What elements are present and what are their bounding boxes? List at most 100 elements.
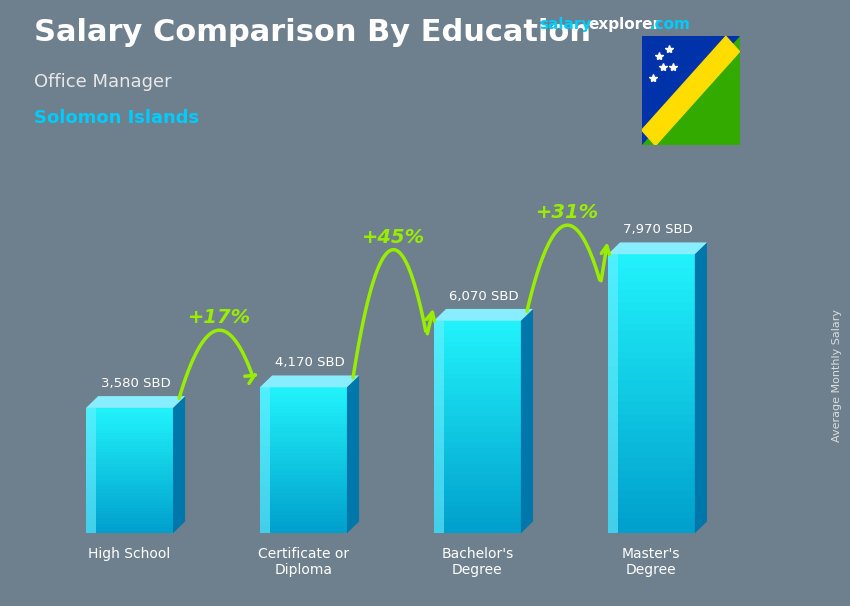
Polygon shape <box>86 396 185 408</box>
Bar <box>608 414 694 422</box>
Bar <box>434 506 521 512</box>
Bar <box>260 485 347 490</box>
Bar <box>86 420 173 424</box>
Bar <box>434 389 521 395</box>
Bar <box>86 508 173 511</box>
Bar <box>434 321 445 533</box>
Bar <box>434 527 521 533</box>
Polygon shape <box>173 396 185 533</box>
Bar <box>260 453 347 457</box>
Bar <box>260 409 347 413</box>
Bar <box>260 435 347 438</box>
Bar <box>260 445 347 449</box>
Bar <box>434 517 521 522</box>
Bar <box>434 358 521 363</box>
Bar <box>260 529 347 533</box>
Bar <box>86 411 173 414</box>
Bar <box>608 323 694 331</box>
Bar <box>434 490 521 496</box>
Polygon shape <box>347 376 359 533</box>
Text: +31%: +31% <box>536 203 599 222</box>
Bar <box>260 471 347 475</box>
Polygon shape <box>260 376 359 387</box>
Bar <box>608 456 694 464</box>
Bar <box>434 496 521 501</box>
Bar <box>434 373 521 379</box>
Bar <box>86 442 173 445</box>
Bar <box>608 351 694 359</box>
Bar <box>86 423 173 427</box>
Text: .com: .com <box>649 17 690 32</box>
Bar <box>434 474 521 480</box>
Bar <box>260 518 347 522</box>
Bar <box>608 338 694 345</box>
Bar <box>86 467 173 471</box>
Bar <box>260 482 347 486</box>
Bar <box>434 400 521 406</box>
Bar <box>86 433 173 436</box>
Polygon shape <box>608 242 707 255</box>
Bar <box>434 458 521 464</box>
Bar <box>86 480 173 483</box>
Bar <box>608 365 694 373</box>
Bar <box>86 492 173 496</box>
Bar <box>608 428 694 436</box>
Bar <box>86 486 173 490</box>
Bar <box>260 438 347 442</box>
Bar <box>608 491 694 498</box>
Bar <box>260 522 347 526</box>
Bar <box>608 407 694 415</box>
Bar <box>260 402 347 405</box>
Bar <box>434 427 521 432</box>
Bar <box>86 408 173 411</box>
Bar <box>86 470 173 474</box>
Bar <box>86 518 173 521</box>
Text: +17%: +17% <box>188 308 251 327</box>
Bar <box>434 464 521 470</box>
Text: +45%: +45% <box>362 227 425 247</box>
Bar <box>260 511 347 515</box>
Bar <box>260 413 347 416</box>
Text: Office Manager: Office Manager <box>34 73 172 91</box>
Bar <box>608 275 694 282</box>
Bar <box>608 435 694 442</box>
Bar <box>608 505 694 512</box>
Bar <box>434 341 521 347</box>
Bar <box>608 309 694 317</box>
Text: Average Monthly Salary: Average Monthly Salary <box>832 309 842 442</box>
Bar <box>86 417 173 421</box>
Bar <box>434 469 521 475</box>
Bar <box>434 511 521 518</box>
Bar <box>608 330 694 338</box>
Text: Salary Comparison By Education: Salary Comparison By Education <box>34 18 591 47</box>
Bar <box>608 255 618 533</box>
Bar <box>608 267 694 275</box>
Bar <box>434 522 521 528</box>
Polygon shape <box>642 36 740 145</box>
Bar <box>434 416 521 422</box>
Bar <box>434 432 521 438</box>
Bar <box>260 464 347 468</box>
Bar <box>260 496 347 501</box>
Bar <box>434 485 521 491</box>
Bar <box>608 358 694 366</box>
Bar <box>434 368 521 374</box>
Bar <box>434 479 521 485</box>
Bar <box>608 316 694 324</box>
Bar <box>260 525 347 530</box>
Bar <box>434 352 521 358</box>
Text: 7,970 SBD: 7,970 SBD <box>622 223 692 236</box>
Bar <box>434 437 521 443</box>
Bar <box>608 393 694 401</box>
Bar <box>260 500 347 504</box>
Bar <box>608 400 694 408</box>
Bar <box>86 448 173 452</box>
Bar <box>86 527 173 530</box>
Bar <box>608 442 694 450</box>
Bar <box>86 436 173 439</box>
Bar <box>434 331 521 337</box>
Bar <box>260 507 347 511</box>
Bar <box>434 421 521 427</box>
Bar <box>86 505 173 508</box>
Bar <box>608 421 694 428</box>
